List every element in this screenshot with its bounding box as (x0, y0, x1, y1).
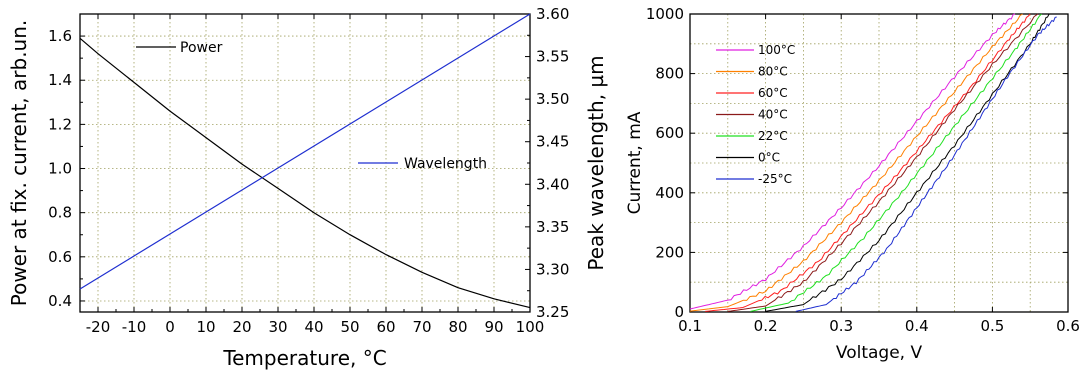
legend-label-power: Power (180, 40, 223, 56)
y-axis-title: Power at fix. current, arb.un. (7, 20, 31, 307)
y-tick-label: 1.4 (48, 71, 72, 89)
y-tick-label: 0 (674, 303, 684, 321)
y-tick-label: 0.6 (48, 248, 72, 266)
x-tick-label: 30 (268, 318, 287, 336)
series-line (727, 13, 1039, 312)
y-tick-label: 800 (655, 65, 684, 83)
y-tick-label: 1.0 (48, 160, 72, 178)
x-tick-label: 0.2 (754, 317, 778, 335)
series-line (795, 16, 1057, 312)
x-tick-label: 60 (376, 318, 395, 336)
y2-tick-label: 3.30 (536, 260, 569, 278)
x-tick-label: 90 (484, 318, 503, 336)
x-tick-label: 10 (196, 318, 215, 336)
legend-label: 60°C (758, 86, 788, 100)
y-tick-label: 1000 (646, 5, 684, 23)
x-tick-label: -10 (122, 318, 147, 336)
legend-label: 80°C (758, 65, 788, 79)
x-tick-label: -20 (86, 318, 111, 336)
y-tick-label: 0.4 (48, 292, 72, 310)
y2-tick-label: 3.40 (536, 175, 569, 193)
y-tick-label: 600 (655, 124, 684, 142)
series-line-power (79, 37, 531, 309)
series-line (705, 13, 1031, 312)
x-tick-label: 0.6 (1056, 317, 1080, 335)
legend-label: 22°C (758, 129, 788, 143)
x-tick-label: 0.5 (980, 317, 1004, 335)
y2-tick-label: 3.35 (536, 218, 569, 236)
y2-axis-title: Peak wavelength, µm (584, 55, 608, 270)
y2-tick-label: 3.45 (536, 133, 569, 151)
y2-tick-label: 3.50 (536, 90, 569, 108)
y-tick-label: 200 (655, 243, 684, 261)
x-tick-label: 0.1 (678, 317, 702, 335)
series-line (689, 13, 1016, 310)
x-tick-label: 80 (448, 318, 467, 336)
y-axis-title: Current, mA (625, 111, 645, 214)
y-tick-label: 0.8 (48, 204, 72, 222)
y-tick-label: 400 (655, 184, 684, 202)
x-tick-label: 20 (232, 318, 251, 336)
y-tick-label: 1.2 (48, 115, 72, 133)
y2-tick-label: 3.25 (536, 303, 569, 321)
x-axis-title: Temperature, °C (222, 346, 386, 370)
x-tick-label: 40 (304, 318, 323, 336)
series-line-wavelength (79, 13, 531, 290)
x-tick-label: 100 (516, 318, 545, 336)
series-line (750, 13, 1042, 312)
plot-frame (689, 13, 1069, 313)
legend-label: 0°C (758, 151, 780, 165)
iv-curves-chart: 0.1 0.2 0.3 0.4 0.5 0.6 0 200 400 600 800 1000 Volta… (625, 5, 1080, 363)
series-line (765, 13, 1050, 312)
legend-label: 40°C (758, 108, 788, 122)
x-tick-label: 50 (340, 318, 359, 336)
x-tick-label: 0.4 (905, 317, 929, 335)
y2-tick-label: 3.55 (536, 48, 569, 66)
x-tick-label: 0 (165, 318, 175, 336)
legend-label-wavelength: Wavelength (404, 156, 487, 172)
legend-label: 100°C (758, 43, 795, 57)
x-tick-label: 0.3 (829, 317, 853, 335)
y-tick-label: 1.6 (48, 27, 72, 45)
x-axis-title: Voltage, V (836, 343, 923, 363)
temperature-chart: -20 -10 0 10 20 30 40 50 60 70 80 90 100 0.4 0.6 0.8 1.0… (7, 5, 608, 370)
series-line (689, 13, 1023, 312)
y2-tick-label: 3.60 (536, 5, 569, 23)
legend-label: -25°C (758, 172, 792, 186)
x-tick-label: 70 (412, 318, 431, 336)
